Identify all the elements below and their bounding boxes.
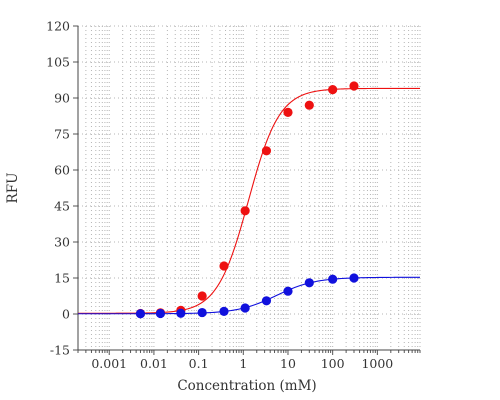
- data-point-series-1: [240, 206, 250, 216]
- x-tick-label: 1000: [361, 356, 393, 371]
- y-tick-label: 60: [54, 163, 70, 178]
- x-tick-label: 0.01: [140, 356, 168, 371]
- y-tick-label: 15: [54, 271, 70, 286]
- data-point-series-2: [197, 307, 207, 318]
- x-tick-label: 10: [280, 356, 296, 371]
- tick-labels: -15 0 15 30 45 60 75 90 105 120 0.001 0.01 0.1 1 10 100…: [46, 19, 393, 372]
- y-tick-label: 120: [46, 19, 70, 34]
- x-tick-label: 100: [321, 356, 345, 371]
- data-point-series-1: [304, 100, 314, 110]
- x-tick-label: 0.1: [189, 356, 209, 371]
- data-point-series-2: [135, 309, 146, 319]
- data-point-series-1: [261, 146, 272, 156]
- data-point-series-2: [261, 296, 272, 306]
- data-point-series-2: [349, 273, 359, 283]
- data-point-series-1: [349, 81, 359, 91]
- y-tick-label: 0: [62, 307, 70, 322]
- data-points: [135, 81, 359, 319]
- y-tick-label: 30: [54, 235, 70, 250]
- data-point-series-1: [283, 107, 293, 117]
- data-point-series-1: [328, 85, 338, 95]
- data-point-series-2: [328, 274, 338, 284]
- x-tick-label: 0.001: [91, 356, 127, 371]
- data-point-series-2: [304, 278, 314, 288]
- y-tick-label: 105: [46, 55, 70, 70]
- data-point-series-1: [219, 261, 229, 271]
- fit-curves: [78, 87, 420, 315]
- x-tick-label: 1: [239, 356, 247, 371]
- data-point-series-1: [197, 291, 207, 301]
- data-point-series-2: [176, 308, 186, 318]
- fit-curve-1: [78, 87, 420, 314]
- y-axis-label: RFU: [5, 173, 21, 204]
- x-axis-label: Concentration (mM): [177, 378, 316, 394]
- data-point-series-2: [219, 306, 229, 316]
- axes: [73, 25, 421, 355]
- data-point-series-2: [283, 286, 293, 296]
- data-point-series-2: [155, 308, 166, 319]
- y-tick-label: 75: [54, 127, 70, 142]
- data-point-series-2: [240, 303, 250, 313]
- y-tick-label: 90: [54, 91, 70, 106]
- y-tick-label: -15: [50, 343, 70, 358]
- y-tick-label: 45: [54, 199, 70, 214]
- grid: [77, 25, 421, 351]
